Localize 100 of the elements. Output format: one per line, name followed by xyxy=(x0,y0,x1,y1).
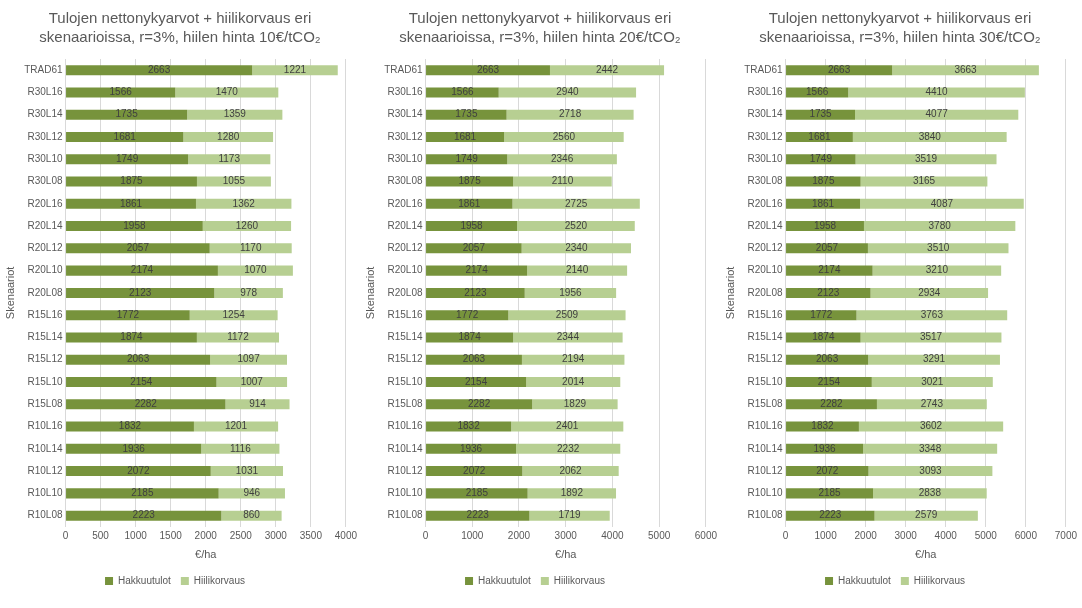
data-label: 2057 xyxy=(126,242,150,254)
y-tick-label: R30L08 xyxy=(747,175,783,187)
y-tick-label: R20L16 xyxy=(387,197,423,209)
data-label: 1861 xyxy=(811,197,835,209)
x-tick-label: 1000 xyxy=(461,529,484,541)
data-label: 1875 xyxy=(458,175,482,187)
y-tick-label: R15L08 xyxy=(387,398,423,410)
data-label: 4087 xyxy=(930,197,954,209)
x-tick-label: 3000 xyxy=(894,529,918,541)
x-tick-label: 3000 xyxy=(264,529,288,541)
x-tick-label: 3500 xyxy=(299,529,323,541)
x-tick-label: 5000 xyxy=(974,529,998,541)
data-label: 2185 xyxy=(818,487,842,499)
y-tick-label: R20L10 xyxy=(747,264,783,276)
y-tick-label: TRAD61 xyxy=(384,63,423,75)
y-tick-label: R30L16 xyxy=(747,86,783,98)
y-tick-label: R20L14 xyxy=(27,219,63,231)
data-label: 1861 xyxy=(458,197,481,209)
data-label: 2154 xyxy=(464,375,488,387)
y-tick-label: R20L10 xyxy=(27,264,63,276)
bar xyxy=(66,65,253,76)
y-tick-label: R10L12 xyxy=(27,464,63,476)
y-tick-label: R10L16 xyxy=(387,420,423,432)
data-label: 2401 xyxy=(556,420,579,432)
data-label: 2560 xyxy=(552,130,576,142)
x-tick-label: 0 xyxy=(782,529,789,541)
bar xyxy=(872,265,1002,276)
data-label: 914 xyxy=(249,398,267,410)
y-tick-label: R30L12 xyxy=(387,130,423,142)
data-label: 1566 xyxy=(806,86,829,98)
bar xyxy=(66,287,215,298)
y-axis-title: Skenaariot xyxy=(3,266,16,320)
bar xyxy=(855,154,997,165)
bar xyxy=(504,131,624,142)
bar xyxy=(860,198,1024,209)
data-label: 4410 xyxy=(925,86,949,98)
data-label: 1719 xyxy=(558,509,582,521)
y-tick-label: R20L10 xyxy=(387,264,423,276)
bar xyxy=(512,198,640,209)
data-label: 3780 xyxy=(928,219,952,231)
data-label: 2123 xyxy=(464,286,487,298)
y-tick-label: R10L16 xyxy=(27,420,63,432)
chart-title: Tulojen nettonykyarvot + hiilikorvaus eri skenaarioissa, r=3%, hiilen hinta 20€/tCO₂ xyxy=(398,8,682,47)
bar xyxy=(66,466,211,477)
data-label: 1874 xyxy=(458,331,482,343)
data-label: 1280 xyxy=(217,130,240,142)
y-tick-label: R10L12 xyxy=(387,464,423,476)
bar xyxy=(855,109,1019,120)
bar xyxy=(856,310,1008,321)
data-label: 2725 xyxy=(565,197,588,209)
data-label: 2663 xyxy=(827,63,851,75)
y-tick-label: R10L08 xyxy=(387,509,423,521)
y-tick-label: R30L08 xyxy=(387,175,423,187)
data-label: 1749 xyxy=(115,152,139,164)
y-axis-title: Skenaariot xyxy=(723,266,736,320)
data-label: 2934 xyxy=(918,286,941,298)
data-label: 3093 xyxy=(919,464,943,476)
y-tick-label: R10L16 xyxy=(747,420,783,432)
data-label: 1875 xyxy=(120,175,144,187)
bar xyxy=(513,332,623,343)
y-tick-label: R20L14 xyxy=(387,219,423,231)
data-label: 2154 xyxy=(130,375,153,387)
x-tick-label: 2000 xyxy=(507,529,531,541)
data-label: 1681 xyxy=(453,130,477,142)
data-label: 1681 xyxy=(808,130,832,142)
data-label: 946 xyxy=(243,487,261,499)
data-label: 2123 xyxy=(817,286,840,298)
data-label: 2154 xyxy=(817,375,841,387)
data-label: 4077 xyxy=(925,108,949,120)
bar xyxy=(876,399,987,410)
y-tick-label: R10L10 xyxy=(747,487,783,499)
data-label: 1362 xyxy=(232,197,256,209)
bar xyxy=(848,87,1025,98)
data-label: 3348 xyxy=(918,442,942,454)
data-label: 2072 xyxy=(816,464,839,476)
data-label: 1832 xyxy=(811,420,835,432)
bar xyxy=(66,221,203,232)
data-label: 2520 xyxy=(564,219,588,231)
y-tick-label: R15L16 xyxy=(27,308,63,320)
bar xyxy=(66,198,196,209)
data-label: 1116 xyxy=(229,442,252,454)
data-label: 1470 xyxy=(215,86,239,98)
y-tick-label: R15L10 xyxy=(387,375,423,387)
y-tick-label: R10L14 xyxy=(27,442,63,454)
data-label: 2063 xyxy=(126,353,150,365)
data-label: 2838 xyxy=(918,487,942,499)
data-label: 3763 xyxy=(920,308,944,320)
data-label: 1958 xyxy=(813,219,837,231)
data-label: 2663 xyxy=(476,63,500,75)
y-tick-label: R20L16 xyxy=(27,197,63,209)
x-tick-label: 2000 xyxy=(854,529,878,541)
y-tick-label: R30L10 xyxy=(747,152,783,164)
y-tick-label: R30L12 xyxy=(747,130,783,142)
bar xyxy=(892,65,1039,76)
data-label: 1097 xyxy=(237,353,261,365)
data-label: 1749 xyxy=(455,152,479,164)
bar xyxy=(874,510,978,521)
bar xyxy=(517,221,635,232)
bar xyxy=(66,510,222,521)
data-label: 2057 xyxy=(815,242,839,254)
